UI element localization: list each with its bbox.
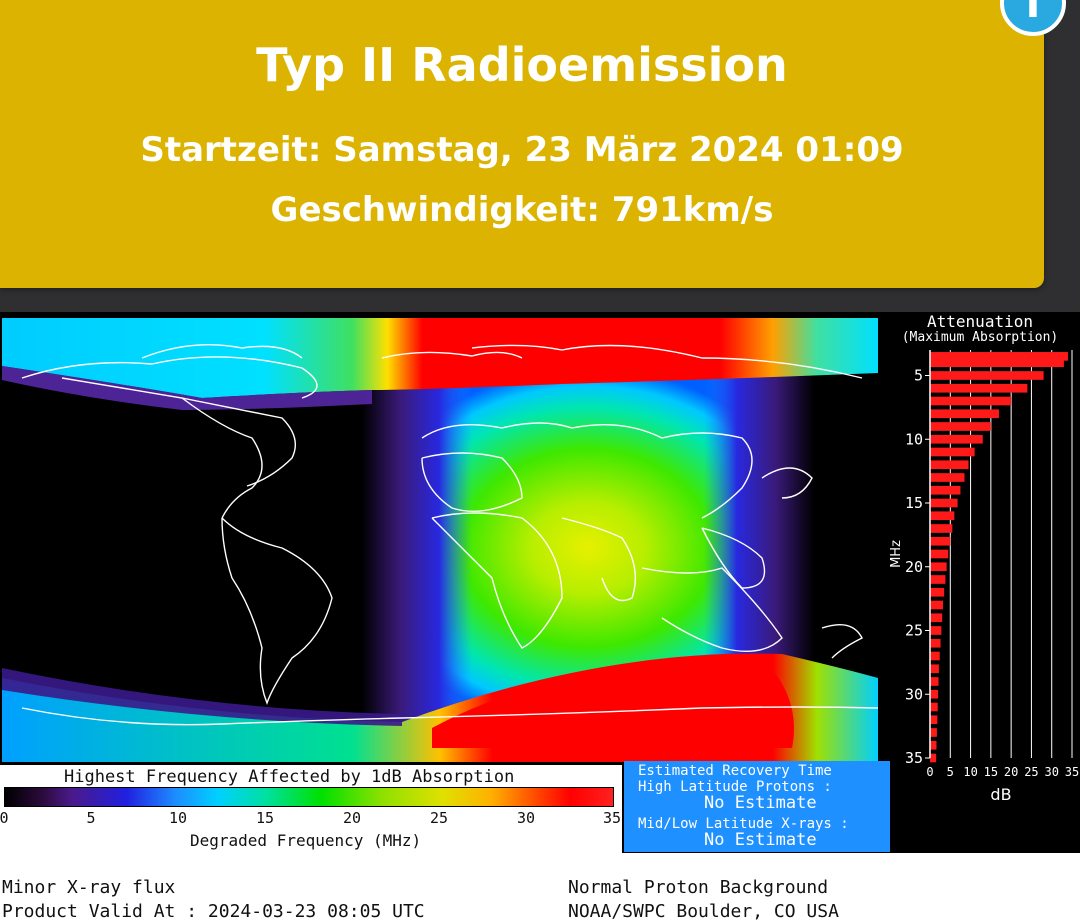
attenuation-bar — [930, 485, 961, 495]
high-latitude-value: No Estimate — [704, 793, 817, 813]
attenuation-bar — [930, 626, 942, 635]
mid-latitude-label: Mid/Low Latitude X-rays : — [638, 816, 849, 832]
colorbar-tick: 15 — [255, 809, 275, 827]
product-footer: Minor X-ray flux Product Valid At : 2024… — [0, 853, 1080, 923]
attenuation-bar — [930, 664, 939, 674]
colorbar-xlabel: Degraded Frequency (MHz) — [190, 831, 422, 850]
legend-title: Highest Frequency Affected by 1dB Absorp… — [64, 767, 515, 787]
colorbar-tick: 25 — [429, 809, 449, 827]
attenuation-bar — [930, 524, 953, 533]
attenuation-bar — [930, 409, 999, 419]
alert-speed: Geschwindigkeit: 791km/s — [270, 190, 774, 230]
attenuation-bar — [930, 728, 937, 737]
alert-card[interactable]: Typ II Radioemission Startzeit: Samstag,… — [0, 0, 1044, 288]
x-tick-label: 15 — [984, 765, 998, 779]
x-tick-label: 5 — [947, 765, 954, 779]
attenuation-bar — [930, 447, 975, 457]
attenuation-bar — [930, 638, 941, 648]
attenuation-title: Attenuation — [927, 312, 1033, 331]
x-tick-label: 30 — [1044, 765, 1058, 779]
attenuation-bar — [930, 600, 943, 610]
x-tick-label: 0 — [926, 765, 933, 779]
attenuation-bar — [930, 536, 951, 546]
attenuation-bar — [930, 677, 939, 686]
y-tick-label: 25 — [905, 622, 923, 640]
x-tick-label: 35 — [1065, 765, 1079, 779]
colorbar — [4, 787, 614, 807]
attenuation-bar — [930, 702, 938, 712]
xray-status: Minor X-ray flux — [2, 877, 176, 898]
attenuation-bar — [930, 740, 937, 750]
attenuation-bar — [930, 371, 1044, 380]
attenuation-bar — [930, 352, 1068, 361]
colorbar-tick: 0 — [0, 809, 9, 827]
x-axis-label: dB — [990, 785, 1011, 804]
attenuation-bar — [930, 434, 983, 444]
attenuation-bar — [930, 689, 939, 699]
colorbar-tick: 10 — [168, 809, 188, 827]
attenuation-bar — [930, 651, 940, 661]
attenuation-bar — [930, 613, 943, 623]
valid-time: Product Valid At : 2024-03-23 08:05 UTC — [2, 901, 425, 922]
attenuation-bar — [930, 396, 1012, 406]
colorbar-tick: 20 — [342, 809, 362, 827]
y-tick-label: 15 — [905, 494, 923, 512]
attenuation-bar — [930, 549, 949, 559]
y-axis-label: MHz — [889, 540, 904, 568]
attenuation-bar — [930, 422, 991, 431]
y-tick-label: 5 — [914, 367, 923, 385]
y-tick-label: 20 — [905, 558, 923, 576]
attenuation-bar — [930, 575, 946, 584]
colorbar-tick: 5 — [86, 809, 96, 827]
absorption-map — [2, 318, 878, 762]
agency-credit: NOAA/SWPC Boulder, CO USA — [568, 901, 839, 922]
alert-start-time: Startzeit: Samstag, 23 März 2024 01:09 — [140, 130, 904, 170]
mid-latitude-value: No Estimate — [704, 830, 817, 850]
recovery-time-box: Estimated Recovery Time High Latitude Pr… — [624, 761, 890, 852]
attenuation-bar — [930, 473, 965, 482]
attenuation-bar — [930, 358, 1064, 368]
proton-status: Normal Proton Background — [568, 877, 829, 898]
colorbar-tick: 30 — [516, 809, 536, 827]
y-tick-label: 10 — [905, 430, 923, 448]
attenuation-bar — [930, 587, 945, 597]
absorption-map-graphic — [2, 318, 878, 762]
attenuation-chart: Attenuation (Maximum Absorption) 5 10 15 20… — [880, 312, 1080, 857]
attenuation-bar — [930, 511, 955, 521]
x-tick-label: 20 — [1004, 765, 1018, 779]
frequency-legend: Highest Frequency Affected by 1dB Absorp… — [0, 765, 622, 853]
high-latitude-label: High Latitude Protons : — [638, 779, 832, 795]
attenuation-bar — [930, 715, 938, 725]
x-tick-label: 25 — [1024, 765, 1038, 779]
attenuation-bar — [930, 498, 958, 508]
recovery-title: Estimated Recovery Time — [638, 763, 832, 779]
attenuation-bar — [930, 562, 947, 572]
attenuation-subtitle: (Maximum Absorption) — [901, 330, 1059, 345]
y-tick-label: 35 — [905, 749, 923, 767]
attenuation-bar — [930, 460, 969, 470]
drap-product-image: Attenuation (Maximum Absorption) 5 10 15 20… — [0, 312, 1080, 923]
attenuation-bar — [930, 753, 937, 763]
colorbar-tick: 35 — [602, 809, 622, 827]
alert-title: Typ II Radioemission — [256, 38, 788, 92]
x-tick-label: 10 — [963, 765, 977, 779]
attenuation-bar — [930, 383, 1028, 393]
y-tick-label: 30 — [905, 685, 923, 703]
